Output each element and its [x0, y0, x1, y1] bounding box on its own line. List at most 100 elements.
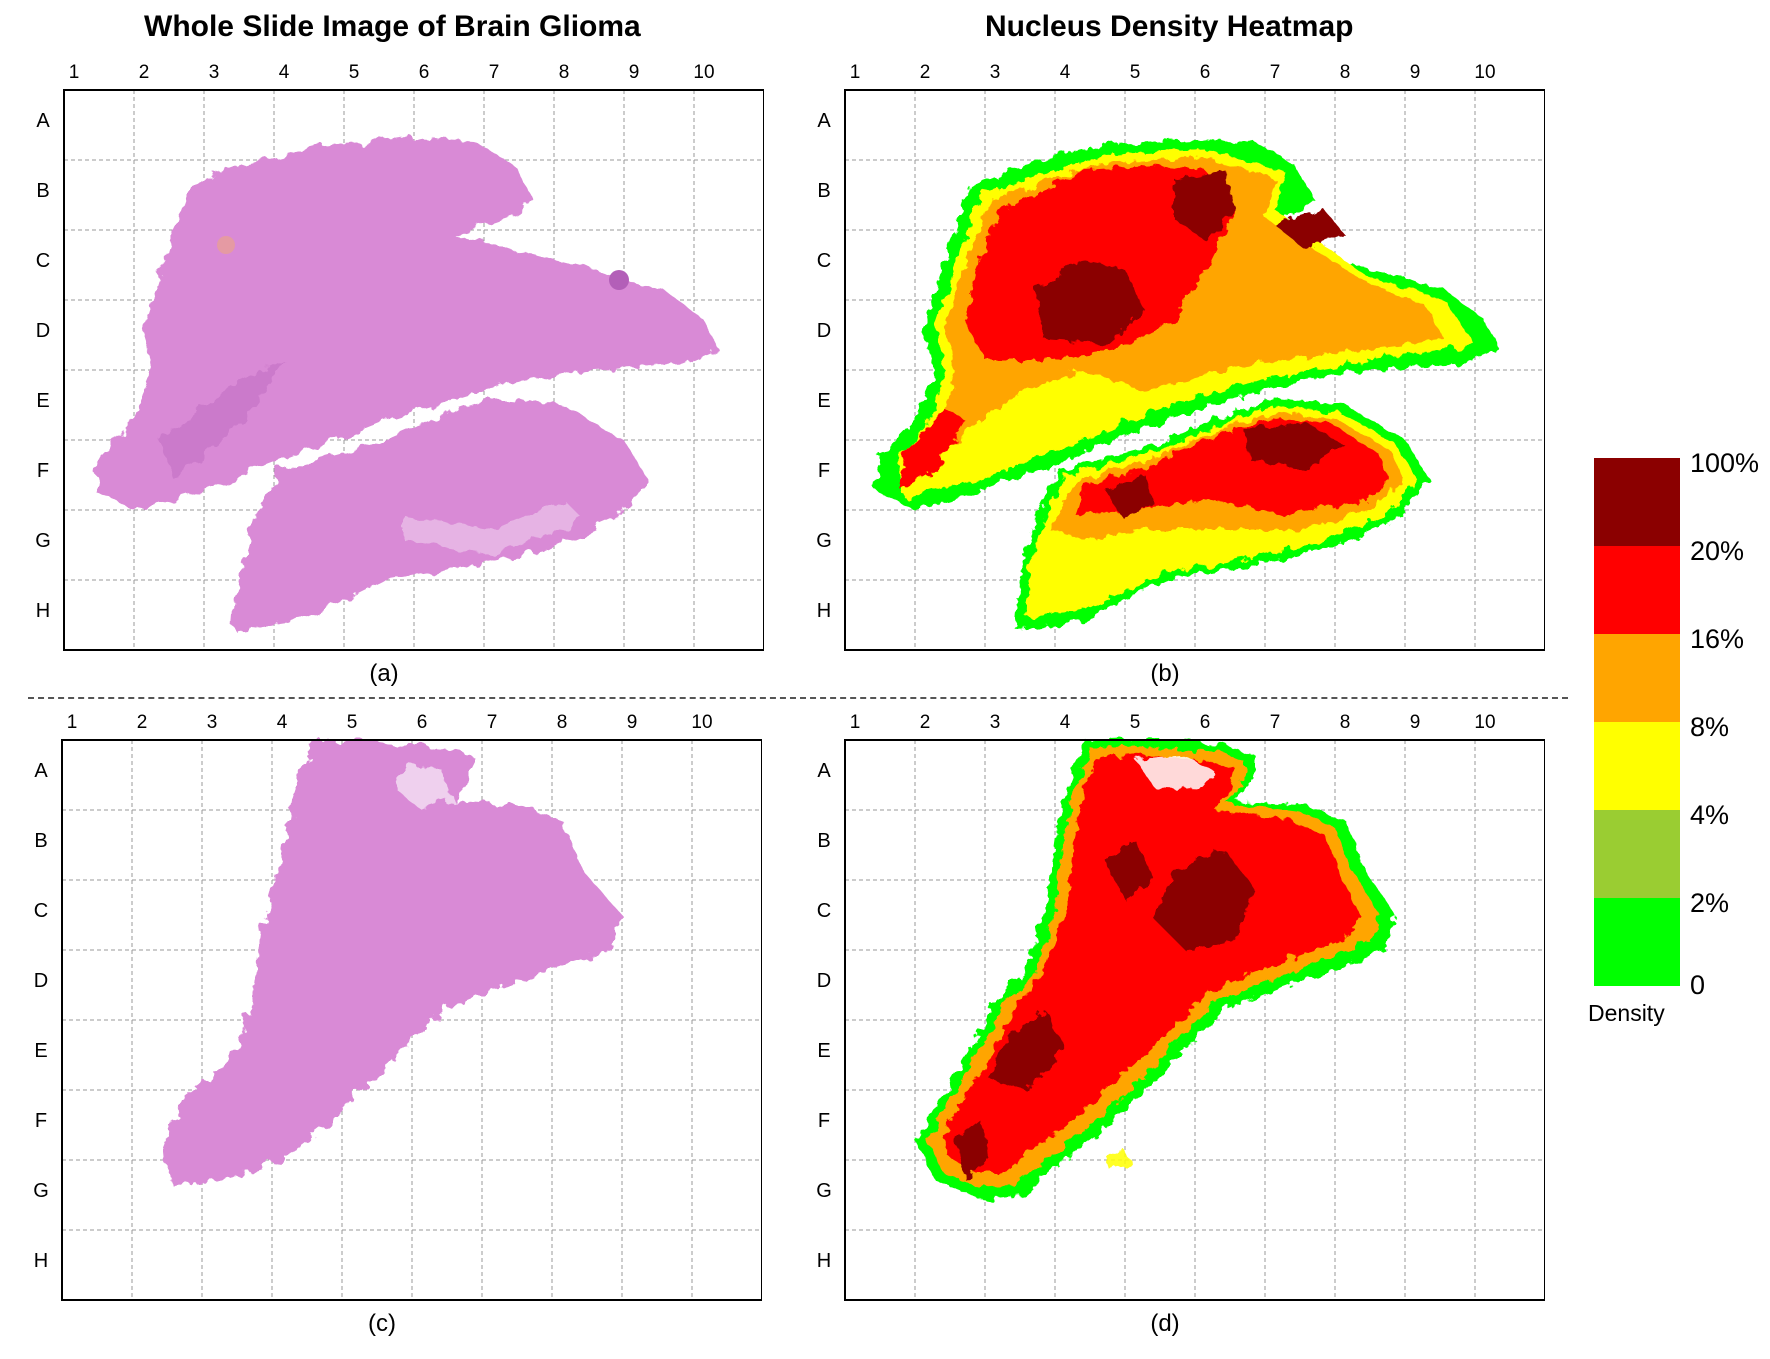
panel-divider	[28, 697, 1568, 699]
column-label: 10	[693, 62, 715, 83]
column-label: 6	[1199, 62, 1211, 83]
column-label: 3	[208, 62, 220, 83]
column-label: 2	[136, 712, 148, 733]
legend-label-0: 0	[1690, 970, 1706, 1000]
column-label: 1	[66, 712, 78, 733]
column-label: 5	[1129, 62, 1141, 83]
column-label: 7	[1269, 62, 1281, 83]
column-label: 6	[1199, 712, 1211, 733]
column-label: 9	[628, 62, 640, 83]
row-label: H	[35, 600, 51, 622]
column-label: 1	[68, 62, 80, 83]
column-label: 6	[416, 712, 428, 733]
column-label: 4	[1059, 62, 1071, 83]
panel-frame	[61, 739, 762, 1301]
column-label: 1	[849, 62, 861, 83]
row-label: D	[816, 320, 832, 342]
column-label: 2	[919, 712, 931, 733]
row-label: F	[34, 1110, 48, 1132]
slide-image-c	[61, 739, 762, 1301]
panel-caption: (b)	[1150, 660, 1180, 687]
legend-label-20: 20%	[1690, 536, 1745, 566]
column-label: 8	[1339, 712, 1351, 733]
title-whole-slide-image: Whole Slide Image of Brain Glioma	[144, 10, 641, 43]
column-label: 9	[626, 712, 638, 733]
panel-frame	[63, 89, 764, 651]
row-label: C	[35, 250, 51, 272]
panel-caption: (a)	[369, 660, 399, 687]
panel-b-heatmap: 1 2 3 4 5 6 7 8 9 10 A B C D E F G H (b)	[805, 60, 1545, 687]
row-label: A	[34, 760, 48, 782]
row-label: E	[34, 1040, 48, 1062]
slide-image-a	[63, 89, 764, 651]
column-label: 8	[558, 62, 570, 83]
row-label: C	[816, 250, 832, 272]
heatmap-b	[844, 89, 1545, 651]
column-label: 9	[1409, 62, 1421, 83]
row-label: B	[34, 830, 48, 852]
row-label: D	[33, 970, 49, 992]
column-label: 7	[488, 62, 500, 83]
tissue-region-c	[162, 740, 622, 1185]
legend-swatch	[1594, 810, 1680, 898]
row-label: E	[36, 390, 50, 412]
column-label: 1	[849, 712, 861, 733]
legend-label-100: 100%	[1690, 448, 1760, 478]
legend-label-8: 8%	[1690, 712, 1730, 742]
panel-a-slide-image: 1 2 3 4 5 6 7 8 9 10 A B C D E F G H (a)	[24, 60, 764, 687]
row-label: H	[816, 600, 832, 622]
legend-swatch	[1594, 546, 1680, 634]
row-label: C	[33, 900, 49, 922]
legend-swatch	[1594, 898, 1680, 986]
legend-swatch	[1594, 458, 1680, 546]
legend-title: Density	[1588, 1000, 1665, 1026]
row-label: F	[36, 460, 50, 482]
panel-frame	[844, 739, 1545, 1301]
column-label: 9	[1409, 712, 1421, 733]
column-label: 2	[919, 62, 931, 83]
column-label: 5	[1129, 712, 1141, 733]
row-label: F	[817, 460, 831, 482]
panel-caption: (c)	[368, 1310, 396, 1337]
tissue-region-lower	[234, 398, 649, 630]
heatmap-d	[844, 738, 1545, 1301]
column-label: 7	[486, 712, 498, 733]
column-label: 8	[556, 712, 568, 733]
column-label: 4	[278, 62, 290, 83]
column-label: 3	[989, 62, 1001, 83]
row-label: B	[36, 180, 50, 202]
row-label: A	[817, 110, 831, 132]
legend-swatch	[1594, 634, 1680, 722]
column-label: 6	[418, 62, 430, 83]
row-label: G	[816, 1180, 832, 1202]
row-label: G	[33, 1180, 49, 1202]
column-label: 2	[138, 62, 150, 83]
row-label: D	[816, 970, 832, 992]
row-label: C	[816, 900, 832, 922]
row-label: H	[816, 1250, 832, 1272]
row-label: D	[35, 320, 51, 342]
row-label: A	[817, 760, 831, 782]
row-label: E	[817, 390, 831, 412]
row-label: G	[816, 530, 832, 552]
legend-label-2: 2%	[1690, 888, 1730, 918]
panel-frame	[844, 89, 1545, 651]
panel-c-slide-image: 1 2 3 4 5 6 7 8 9 10 A B C D E F G H (c)	[22, 710, 762, 1337]
column-label: 10	[1474, 712, 1496, 733]
row-label: E	[817, 1040, 831, 1062]
column-label: 4	[276, 712, 288, 733]
column-label: 3	[206, 712, 218, 733]
tissue-region-upper	[94, 138, 719, 510]
column-label: 5	[348, 62, 360, 83]
legend-label-4: 4%	[1690, 800, 1730, 830]
panel-caption: (d)	[1150, 1310, 1180, 1337]
legend-label-16: 16%	[1690, 624, 1745, 654]
title-nucleus-density-heatmap: Nucleus Density Heatmap	[985, 10, 1354, 43]
row-label: H	[33, 1250, 49, 1272]
row-label: F	[817, 1110, 831, 1132]
row-label: B	[817, 830, 831, 852]
column-label: 5	[346, 712, 358, 733]
row-label: A	[36, 110, 50, 132]
panel-d-heatmap: 1 2 3 4 5 6 7 8 9 10 A B C D E F G H (d)	[805, 710, 1545, 1337]
row-label: G	[35, 530, 51, 552]
